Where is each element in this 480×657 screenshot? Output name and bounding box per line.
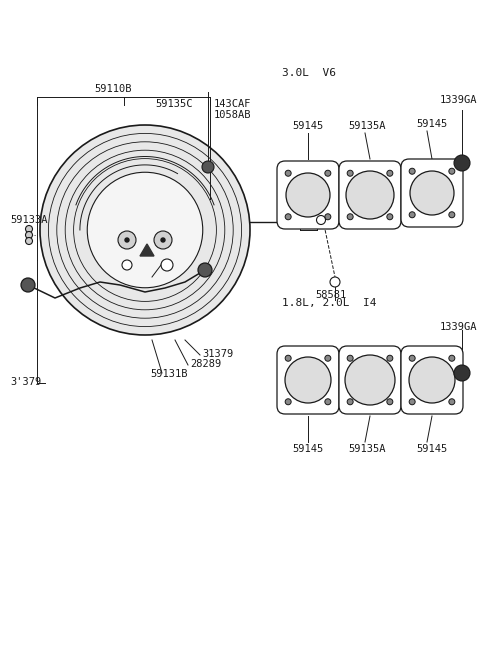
Text: 59133A: 59133A <box>10 215 48 225</box>
Text: 1339GA: 1339GA <box>440 95 478 105</box>
Circle shape <box>387 355 393 361</box>
Text: 1339GA: 1339GA <box>440 322 478 332</box>
Circle shape <box>118 231 136 249</box>
Circle shape <box>25 225 33 233</box>
FancyBboxPatch shape <box>339 346 401 414</box>
Text: 59145: 59145 <box>292 444 323 454</box>
Circle shape <box>198 263 212 277</box>
Circle shape <box>285 214 291 219</box>
Polygon shape <box>140 244 154 256</box>
Circle shape <box>409 357 455 403</box>
Circle shape <box>409 212 415 217</box>
Text: 59145: 59145 <box>292 121 323 131</box>
Circle shape <box>345 355 395 405</box>
Circle shape <box>410 171 454 215</box>
Text: 1.8L, 2.0L  I4: 1.8L, 2.0L I4 <box>282 298 376 308</box>
Text: 28289: 28289 <box>190 359 221 369</box>
Circle shape <box>325 170 331 176</box>
Circle shape <box>285 170 291 176</box>
Circle shape <box>21 278 35 292</box>
Circle shape <box>347 399 353 405</box>
Circle shape <box>449 355 455 361</box>
Circle shape <box>122 260 132 270</box>
Circle shape <box>202 161 214 173</box>
FancyBboxPatch shape <box>277 346 339 414</box>
Circle shape <box>161 259 173 271</box>
Circle shape <box>286 173 330 217</box>
FancyBboxPatch shape <box>401 159 463 227</box>
FancyBboxPatch shape <box>401 346 463 414</box>
Text: 3.0L  V6: 3.0L V6 <box>282 68 336 78</box>
Circle shape <box>409 355 415 361</box>
Circle shape <box>325 399 331 405</box>
Circle shape <box>347 355 353 361</box>
Circle shape <box>25 231 33 238</box>
Text: 1058AB: 1058AB <box>214 110 252 120</box>
Text: 58581: 58581 <box>315 290 346 300</box>
Circle shape <box>454 155 470 171</box>
Circle shape <box>347 170 353 176</box>
Circle shape <box>387 170 393 176</box>
Circle shape <box>161 238 165 242</box>
Circle shape <box>346 171 394 219</box>
FancyBboxPatch shape <box>339 161 401 229</box>
Circle shape <box>154 231 172 249</box>
Circle shape <box>25 237 33 244</box>
Circle shape <box>285 355 291 361</box>
Text: 59145: 59145 <box>416 444 447 454</box>
Circle shape <box>325 355 331 361</box>
Text: 3'379: 3'379 <box>10 377 41 387</box>
Text: 31379: 31379 <box>202 349 233 359</box>
Text: 59145: 59145 <box>416 119 447 129</box>
Text: 59135A: 59135A <box>348 444 385 454</box>
Circle shape <box>285 399 291 405</box>
Circle shape <box>409 168 415 174</box>
Circle shape <box>325 214 331 219</box>
Text: 59135C: 59135C <box>155 99 192 109</box>
Circle shape <box>330 277 340 287</box>
FancyBboxPatch shape <box>277 161 339 229</box>
Circle shape <box>87 172 203 288</box>
Text: 59110B: 59110B <box>95 84 132 94</box>
Circle shape <box>449 212 455 217</box>
Circle shape <box>449 399 455 405</box>
Circle shape <box>409 399 415 405</box>
Circle shape <box>285 357 331 403</box>
Circle shape <box>347 214 353 219</box>
Circle shape <box>316 215 325 225</box>
Circle shape <box>387 214 393 219</box>
Circle shape <box>387 399 393 405</box>
Circle shape <box>449 168 455 174</box>
Text: 143CAF: 143CAF <box>214 99 252 109</box>
Circle shape <box>40 125 250 335</box>
Circle shape <box>454 365 470 381</box>
Text: 59131B: 59131B <box>150 369 188 379</box>
Text: 59135A: 59135A <box>348 121 385 131</box>
Circle shape <box>125 238 129 242</box>
